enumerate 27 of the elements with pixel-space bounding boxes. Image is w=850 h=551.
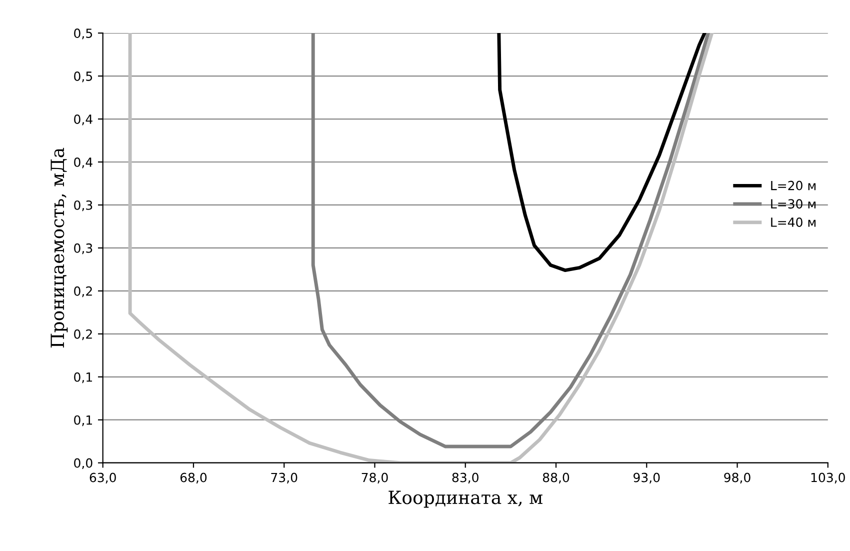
y-axis-title: Проницаемость, мДа xyxy=(50,148,68,348)
x-tick-label: 83,0 xyxy=(452,472,478,484)
y-tick-label: 0,1 xyxy=(74,415,92,426)
y-tick-label: 0,0 xyxy=(74,458,92,470)
x-tick-label: 93,0 xyxy=(634,472,660,484)
x-tick-label: 63,0 xyxy=(90,472,116,484)
x-tick-label: 73,0 xyxy=(271,472,298,484)
y-tick-label: 0,4 xyxy=(74,114,92,126)
y-tick-label: 0,5 xyxy=(74,72,92,82)
y-tick-label: 0,2 xyxy=(74,286,92,298)
x-tick-label: 78,0 xyxy=(362,472,388,484)
x-axis-title: Координата x, м xyxy=(388,490,542,508)
y-tick-label: 0,3 xyxy=(74,243,92,254)
y-tick-label: 0,1 xyxy=(74,372,92,384)
y-tick-label: 0,5 xyxy=(74,28,92,40)
legend-label: L=20 м xyxy=(771,180,816,190)
y-tick-label: 0,2 xyxy=(74,329,92,340)
legend-label: L=40 м xyxy=(771,217,816,227)
line-series xyxy=(497,33,706,272)
x-tick-label: 68,0 xyxy=(180,472,207,484)
y-tick-label: 0,3 xyxy=(74,200,92,212)
x-tick-label: 98,0 xyxy=(724,472,750,484)
x-tick-label: 103,0 xyxy=(811,472,845,484)
legend-label: L=30 м xyxy=(771,199,816,209)
y-tick-label: 0,4 xyxy=(74,157,92,168)
x-tick-label: 88,0 xyxy=(542,472,570,484)
line-series xyxy=(128,33,714,463)
